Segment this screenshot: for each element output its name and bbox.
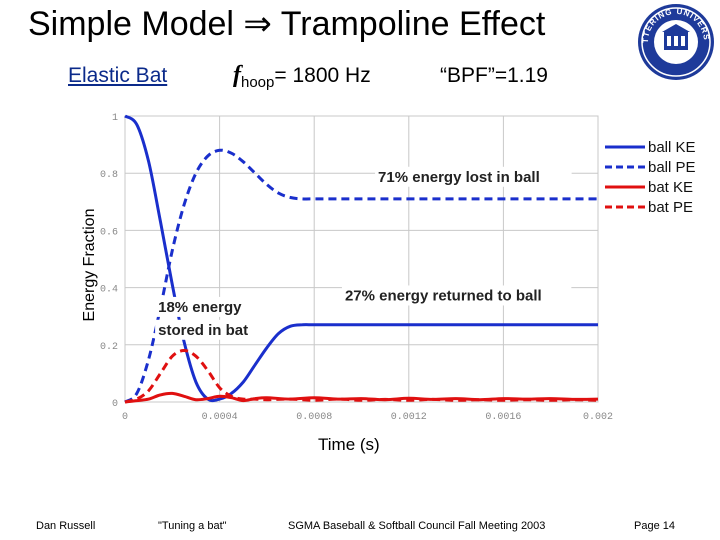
annotation-label: 27% energy returned to ball	[345, 287, 542, 304]
annotation-background	[341, 285, 572, 306]
footer-talk-title: "Tuning a bat"	[158, 520, 227, 532]
annotation-label: stored in bat	[158, 322, 248, 339]
annotation-background	[375, 166, 572, 187]
annotation-background	[155, 319, 270, 340]
series-ball-pe	[124, 148, 598, 404]
annotation-background	[155, 296, 246, 317]
x-tick-label: 0.0004	[202, 412, 238, 423]
y-tick-label: 0	[112, 399, 118, 410]
legend-entry: ball KE	[648, 139, 696, 156]
x-tick-label: 0	[122, 412, 128, 423]
plot-frame	[124, 115, 599, 403]
annotation-label: 71% energy lost in ball	[378, 169, 540, 186]
series-ball-ke	[124, 114, 598, 403]
footer-author: Dan Russell	[36, 520, 96, 532]
footer-meeting: SGMA Baseball & Softball Council Fall Me…	[288, 520, 546, 532]
chart-grid	[124, 115, 599, 403]
legend-entry: ball PE	[648, 159, 696, 176]
chart-legend: ball KE ball PE bat KE bat PE	[605, 139, 696, 216]
y-tick-label: 0.2	[100, 342, 118, 353]
x-tick-label: 0.0016	[485, 412, 521, 423]
hoop-frequency-value: = 1800 Hz	[274, 64, 371, 87]
x-tick-label: 0.0012	[391, 412, 427, 423]
x-axis-label: Time (s)	[318, 435, 380, 454]
footer-page-number: Page 14	[634, 520, 675, 532]
y-tick-label: 0.4	[100, 285, 118, 296]
legend-entry: bat KE	[648, 179, 693, 196]
chart-annotations: 71% energy lost in ball 27% energy return…	[155, 166, 572, 340]
chart-series	[124, 114, 599, 404]
y-tick-label: 1	[112, 113, 118, 124]
hoop-frequency-subscript: hoop	[241, 74, 275, 91]
slide-title: Simple Model ⇒ Trampoline Effect	[28, 5, 546, 43]
y-tick-label: 0.8	[100, 170, 118, 181]
legend-entry: bat PE	[648, 199, 693, 216]
hoop-frequency: fhoop= 1800 Hz	[233, 62, 371, 91]
university-seal: KETTERING UNIVERSITY	[636, 2, 714, 80]
y-tick-label: 0.6	[100, 227, 118, 238]
annotation-label: 18% energy	[158, 299, 242, 316]
model-label: Elastic Bat	[68, 64, 168, 87]
series-bat-pe	[124, 349, 599, 404]
x-tick-label: 0.002	[583, 412, 613, 423]
x-tick-label: 0.0008	[296, 412, 332, 423]
hoop-frequency-symbol: f	[233, 62, 241, 88]
bpf-value: “BPF”=1.19	[440, 64, 548, 87]
axis-ticks: 0 0.0004 0.0008 0.0012 0.0016 0.002 0 0.2 0.4 0.6…	[100, 113, 613, 423]
